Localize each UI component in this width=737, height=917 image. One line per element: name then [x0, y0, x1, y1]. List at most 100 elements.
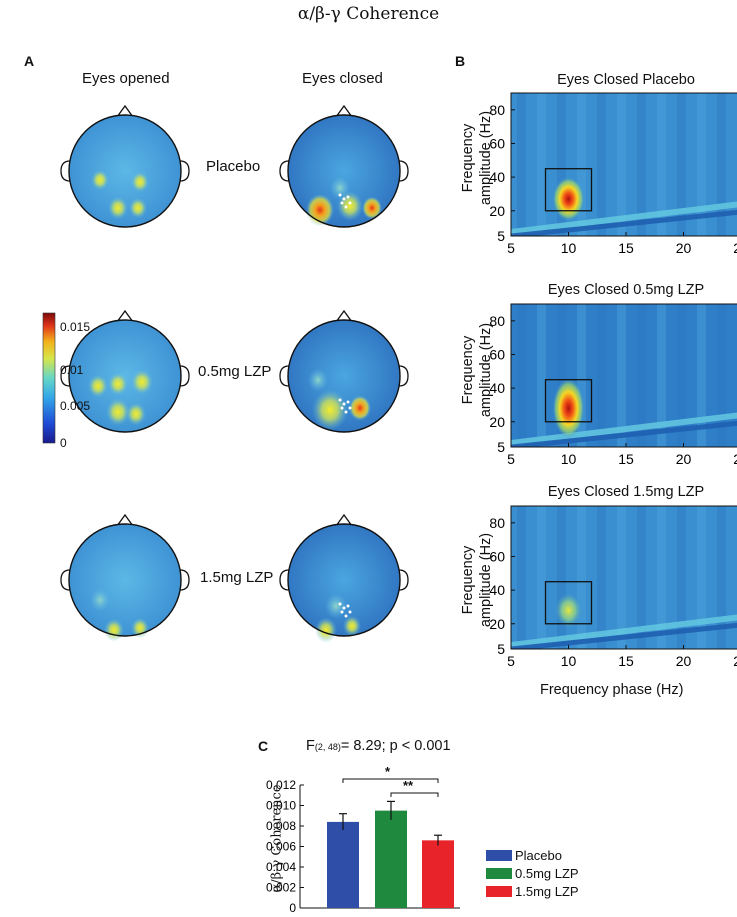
- heatmap-x-tick-label: 10: [561, 653, 577, 669]
- head-outline: [68, 114, 182, 228]
- head-scalp: [69, 115, 181, 227]
- heatmap-roi-box: [544, 581, 593, 625]
- head-activation-spot: [315, 617, 337, 643]
- heatmap-x-tick-label: 15: [618, 653, 634, 669]
- heatmap-diagonal-dark: [511, 209, 737, 236]
- heatmap-texture: [617, 93, 626, 236]
- electrode-marker: [340, 406, 344, 410]
- bar-y-tick-label: 0: [289, 901, 296, 915]
- colorbar-tick-0005: 0.005: [60, 399, 91, 413]
- heatmap-y-tick-label: 20: [489, 616, 505, 632]
- heatmap-texture: [517, 93, 526, 236]
- heatmap-x-tick-label: 5: [507, 451, 515, 467]
- head-outline: [68, 523, 182, 637]
- colorbar-tick-0015: 0.015: [60, 320, 91, 334]
- head-outline: [287, 114, 401, 228]
- topomap-head-1: [60, 104, 190, 228]
- heatmap-y-tick-label: 20: [489, 203, 505, 219]
- heatmap-1: 80 60 40 20 55 10 15 20 25: [489, 92, 737, 256]
- bar-3: [422, 840, 454, 908]
- heatmap-y-tick-label: 60: [489, 346, 505, 362]
- head-activation-spot: [126, 402, 146, 426]
- bar-y-tick-label: 0.012: [266, 778, 296, 792]
- head-nose: [116, 104, 134, 118]
- topomap-head-5: [60, 513, 190, 642]
- heatmap-texture: [717, 506, 726, 649]
- col-label-eyes-opened: Eyes opened: [82, 70, 170, 87]
- heatmap-x-tick-label: 25: [733, 451, 737, 467]
- head-nose: [335, 513, 353, 527]
- head-ear-right: [179, 160, 190, 182]
- head-ear-left: [60, 569, 71, 591]
- heatmap-title-15mg: Eyes Closed 1.5mg LZP: [547, 484, 705, 500]
- heatmap-y-tick-label: 60: [489, 135, 505, 151]
- electrode-marker: [338, 398, 342, 402]
- heatmap-hotspot: [554, 592, 583, 629]
- head-activation-spot: [362, 196, 382, 220]
- heatmap-roi-box: [544, 379, 593, 423]
- head-activation-spot: [343, 615, 361, 637]
- topomap-head-3: [60, 309, 190, 433]
- head-outline: [287, 523, 401, 637]
- topomaps: [60, 104, 409, 643]
- heatmap-texture: [557, 93, 566, 236]
- legend-label-placebo: Placebo: [515, 847, 562, 863]
- heatmap-background: [511, 506, 737, 649]
- heatmap-y-label-2b: amplitude (Hz): [478, 322, 494, 418]
- anova-stat-f: F: [306, 738, 315, 754]
- heatmap-texture: [697, 93, 706, 236]
- heatmap-x-tick-label: 15: [618, 451, 634, 467]
- heatmap-texture: [677, 93, 686, 236]
- anova-stat-value: = 8.29; p < 0.001: [340, 738, 451, 754]
- heatmap-diagonal-band: [511, 412, 737, 446]
- head-ear-left: [279, 365, 290, 387]
- bar-y-tick-label: 0.006: [266, 840, 296, 854]
- electrode-marker: [348, 610, 352, 614]
- head-activation-spot: [104, 618, 124, 642]
- head-ear-left: [60, 365, 71, 387]
- heatmap-hotspot: [552, 378, 585, 439]
- head-activation-spot: [349, 395, 371, 421]
- anova-stat: F(2, 48)= 8.29; p < 0.001: [306, 738, 451, 754]
- electrode-marker: [342, 197, 346, 201]
- heatmap-x-tick-label: 10: [561, 451, 577, 467]
- heatmap-2: 80 60 40 20 55 10 15 20 25: [489, 303, 737, 467]
- heatmap-surface: [511, 304, 737, 447]
- heatmap-y-tick-label: 40: [489, 169, 505, 185]
- heatmap-surface: [511, 506, 737, 649]
- heatmap-texture: [577, 93, 586, 236]
- electrode-marker: [342, 606, 346, 610]
- heatmap-texture: [637, 93, 646, 236]
- heatmap-title-placebo: Eyes Closed Placebo: [557, 72, 695, 88]
- electrode-marker: [344, 410, 348, 414]
- head-activation-spot: [91, 169, 109, 191]
- head-ear-left: [60, 160, 71, 182]
- electrode-marker: [348, 406, 352, 410]
- heatmap-x-tick-label: 25: [733, 653, 737, 669]
- legend-item-15mg: 1.5mg LZP: [486, 882, 579, 900]
- colorbar-tick-001: 0.01: [60, 363, 84, 377]
- bar-y-label: α/β-γ Coherence: [269, 784, 285, 893]
- heatmap-y-tick-label: 80: [489, 515, 505, 531]
- heatmap-y-tick-label: 40: [489, 582, 505, 598]
- heatmap-x-tick-label: 10: [561, 240, 577, 256]
- heatmap-texture: [637, 506, 646, 649]
- bar-1: [327, 821, 359, 908]
- electrode-marker: [344, 614, 348, 618]
- heatmap-texture: [537, 93, 546, 236]
- bar-2: [375, 810, 407, 908]
- sig-star-double: **: [403, 778, 414, 793]
- heatmap-texture: [597, 506, 606, 649]
- heatmap-texture: [517, 304, 526, 447]
- heatmap-y-tick-label: 5: [497, 228, 505, 244]
- colorbar-tick-0: 0: [60, 436, 67, 450]
- heatmap-texture: [637, 304, 646, 447]
- legend-item-05mg: 0.5mg LZP: [486, 864, 579, 882]
- head-activation-spot: [88, 374, 108, 398]
- head-ear-right: [398, 365, 409, 387]
- head-ear-right: [179, 569, 190, 591]
- head-activation-spot: [108, 196, 128, 220]
- anova-stat-df: (2, 48): [314, 742, 341, 752]
- heatmap-texture: [577, 304, 586, 447]
